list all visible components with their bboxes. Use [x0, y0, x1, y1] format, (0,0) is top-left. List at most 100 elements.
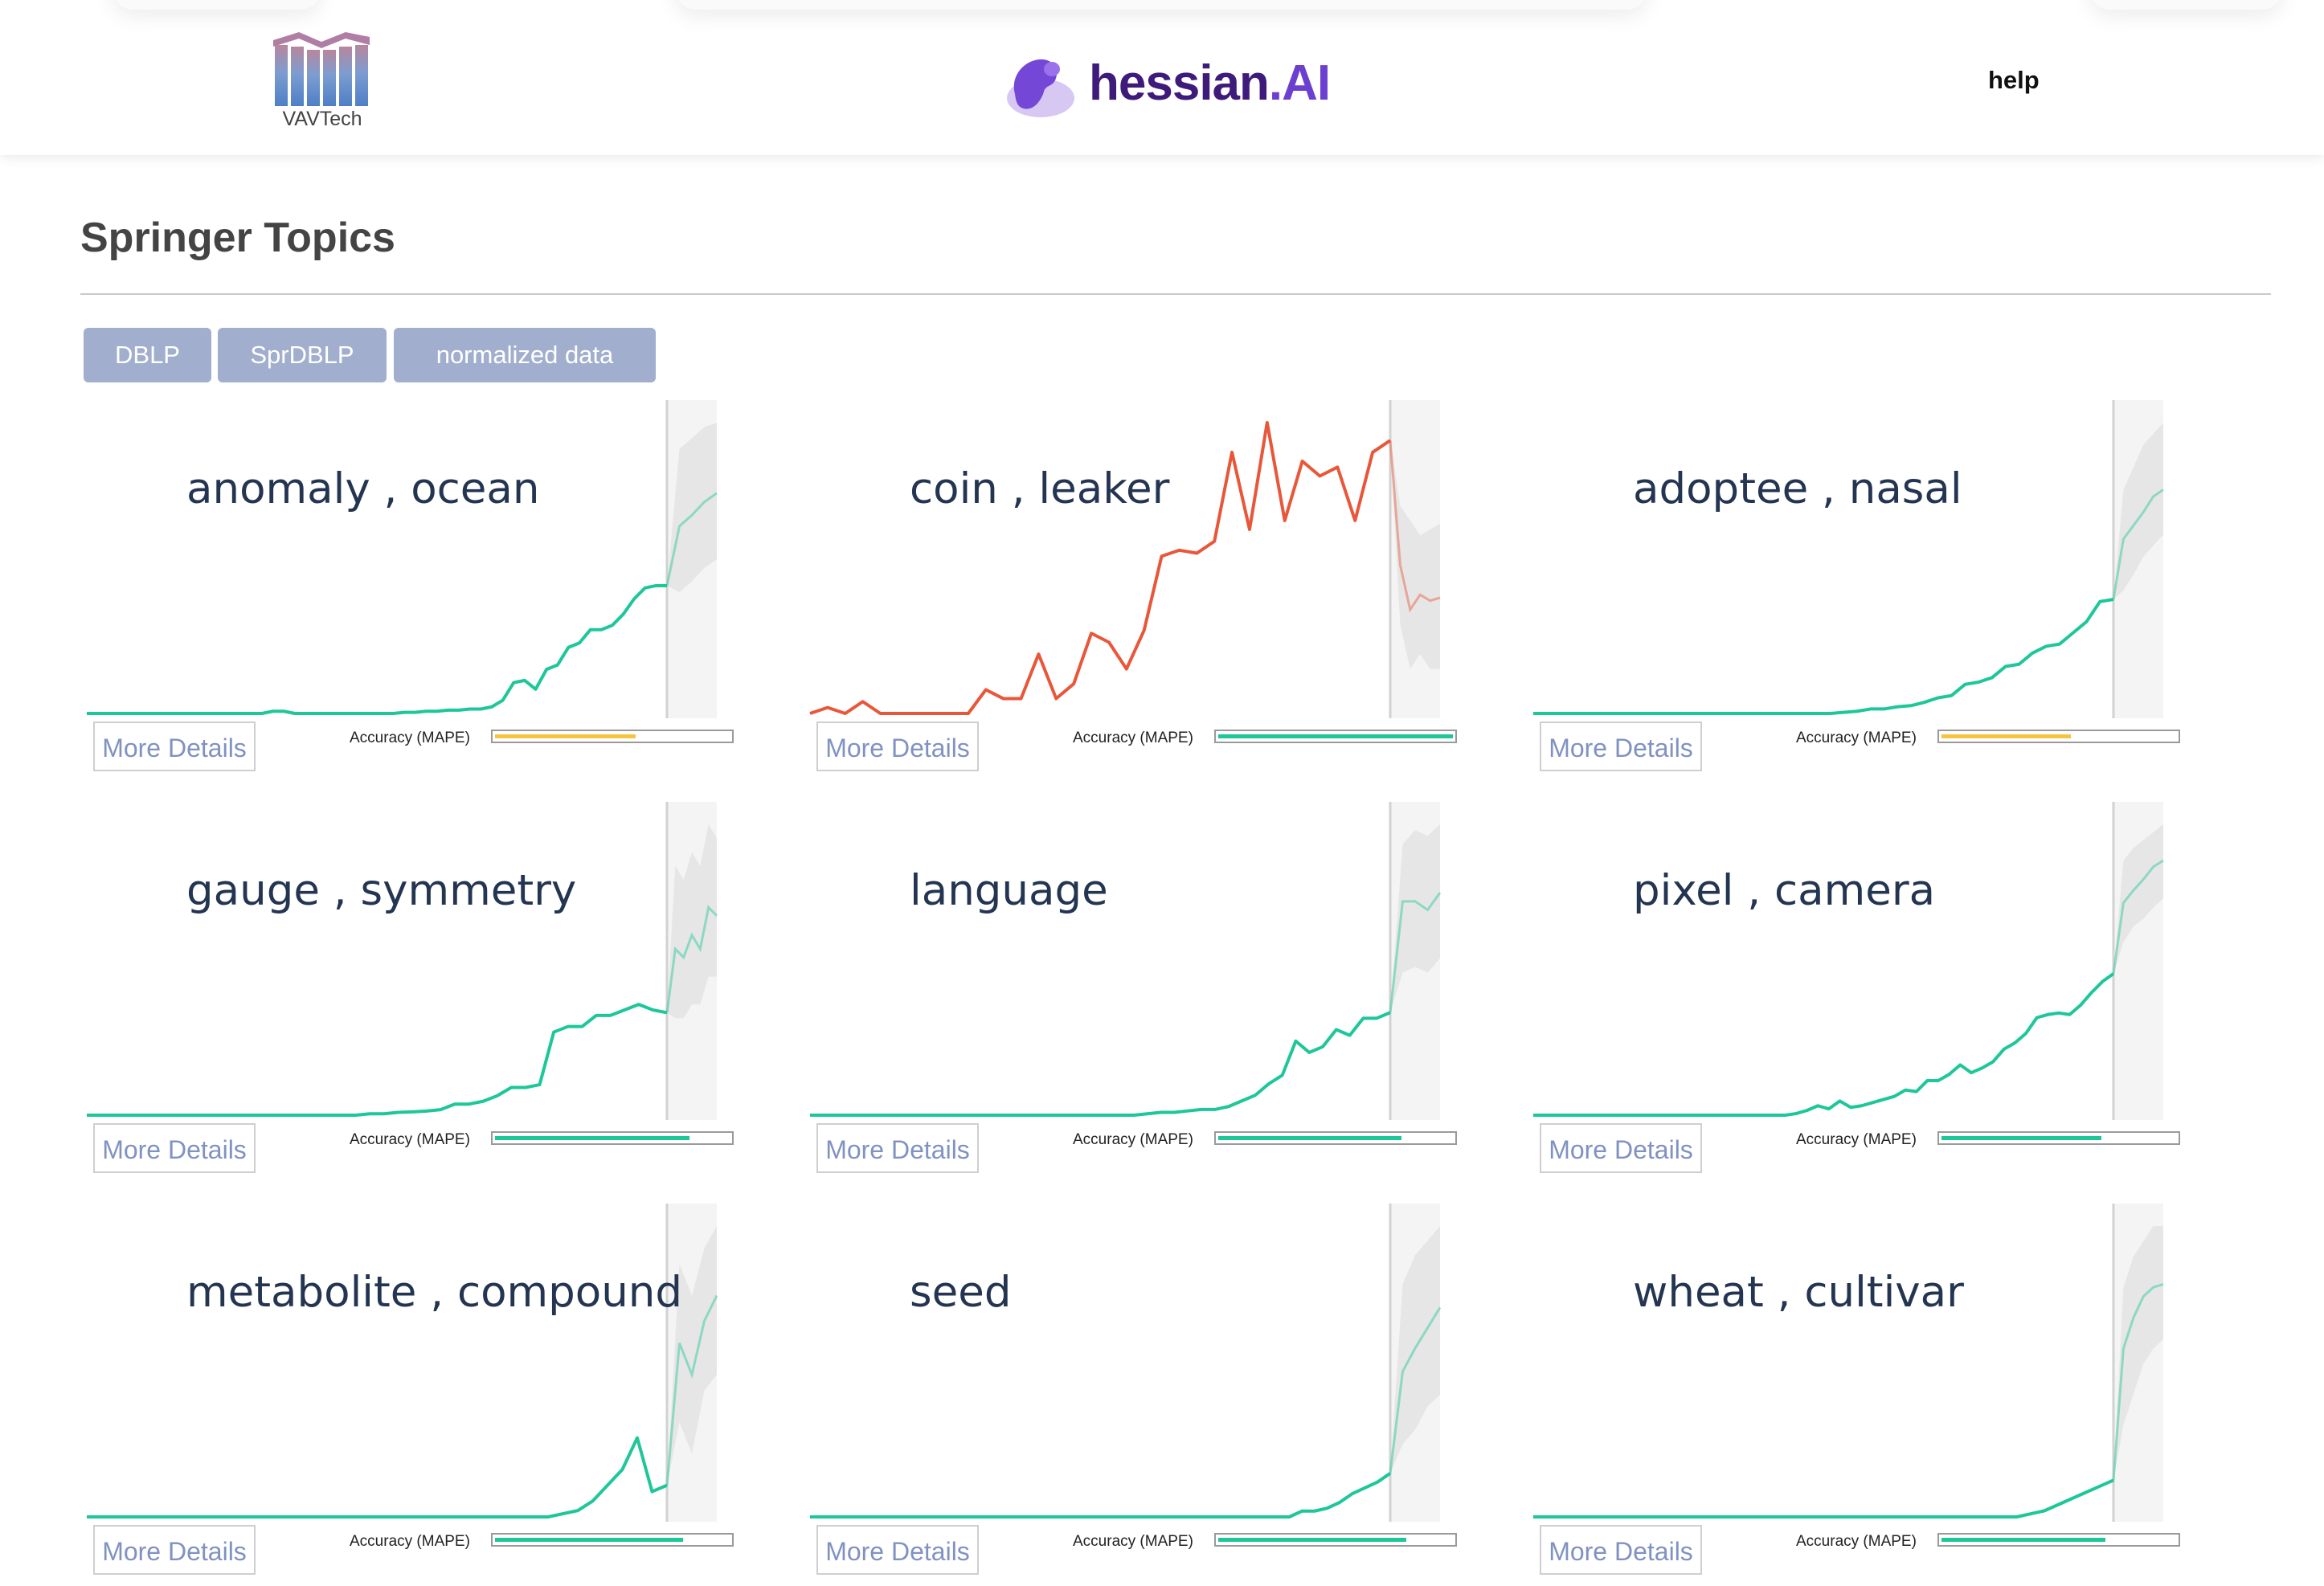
more-details-button[interactable]: More Details: [1540, 1123, 1702, 1173]
more-details-button[interactable]: More Details: [816, 721, 979, 771]
brand-name: hessian: [1089, 55, 1270, 111]
trend-chart: [87, 400, 718, 718]
vavtech-logo-text: VAVTech: [282, 108, 362, 130]
accuracy-bar-fill: [1941, 734, 2071, 738]
topic-title: language: [910, 866, 1108, 915]
confidence-band: [1390, 824, 1440, 1013]
topic-card: language More Details Accuracy (MAPE): [804, 802, 1463, 1184]
more-details-button[interactable]: More Details: [93, 1123, 256, 1173]
page-title: Springer Topics: [80, 215, 395, 261]
topic-card: metabolite , compound More Details Accur…: [80, 1204, 739, 1586]
history-series-line: [810, 1011, 1391, 1117]
history-series-line: [87, 1436, 668, 1519]
accuracy-label: Accuracy (MAPE): [1796, 730, 1917, 746]
accuracy-bar: [1214, 730, 1457, 743]
history-series-line: [1533, 1478, 2114, 1519]
accuracy-bar-fill: [1218, 1136, 1401, 1140]
trend-chart: [810, 802, 1442, 1120]
confidence-band: [2113, 1226, 2163, 1481]
accuracy-bar: [1937, 730, 2180, 743]
topic-card: adoptee , nasal More Details Accuracy (M…: [1527, 400, 2186, 783]
trend-chart: [87, 1204, 718, 1522]
more-details-button[interactable]: More Details: [1540, 721, 1702, 771]
forecast-series-line: [665, 905, 718, 1013]
confidence-band: [1390, 1226, 1440, 1474]
forecast-series-line: [2112, 1282, 2164, 1481]
topic-card: pixel , camera More Details Accuracy (MA…: [1527, 802, 2186, 1184]
accuracy-bar: [1214, 1533, 1457, 1547]
title-divider: [80, 293, 2271, 295]
hessian-ai-logo[interactable]: hessian.AI: [999, 50, 1336, 119]
more-details-button[interactable]: More Details: [816, 1525, 979, 1575]
topic-card: seed More Details Accuracy (MAPE): [804, 1204, 1463, 1586]
top-navbar: VAVTech hessian.AI help: [0, 0, 2324, 155]
more-details-button[interactable]: More Details: [1540, 1525, 1702, 1575]
hessian-blob-icon: [1007, 59, 1074, 117]
more-details-button[interactable]: More Details: [816, 1123, 979, 1173]
history-series-line: [87, 1003, 668, 1117]
brand-suffix: .AI: [1268, 55, 1331, 111]
forecast-series-line: [1389, 1306, 1442, 1474]
forecast-series-line: [2112, 488, 2164, 600]
vavtech-logo-mark: [273, 32, 370, 106]
history-series-line: [1533, 598, 2114, 715]
accuracy-bar: [1937, 1533, 2180, 1547]
history-series-line: [809, 421, 1392, 715]
confidence-band: [667, 423, 717, 593]
sprdblp-button[interactable]: SprDBLP: [218, 328, 387, 382]
accuracy-label: Accuracy (MAPE): [1073, 1533, 1193, 1550]
accuracy-bar: [1937, 1131, 2180, 1145]
accuracy-bar-fill: [1218, 734, 1453, 738]
topic-card: wheat , cultivar More Details Accuracy (…: [1527, 1204, 2186, 1586]
topic-title: adoptee , nasal: [1633, 464, 1962, 513]
forecast-series-line: [1389, 892, 1442, 1013]
accuracy-label: Accuracy (MAPE): [350, 730, 470, 746]
vavtech-logo[interactable]: VAVTech: [272, 29, 373, 130]
forecast-series-line: [2112, 859, 2164, 975]
topic-card: anomaly , ocean More Details Accuracy (M…: [80, 400, 739, 783]
help-link[interactable]: help: [1988, 66, 2040, 94]
accuracy-bar-fill: [1941, 1538, 2106, 1542]
trend-chart: [87, 802, 718, 1120]
topic-title: pixel , camera: [1633, 866, 1936, 915]
forecast-series-line: [665, 1294, 718, 1486]
accuracy-bar: [1214, 1131, 1457, 1145]
accuracy-bar-fill: [495, 1136, 690, 1140]
trend-chart: [1533, 802, 2164, 1120]
topic-title: gauge , symmetry: [186, 866, 577, 915]
accuracy-label: Accuracy (MAPE): [1073, 730, 1193, 746]
nav-shadow-decoration: [675, 0, 1647, 10]
dblp-button[interactable]: DBLP: [84, 328, 211, 382]
more-details-button[interactable]: More Details: [93, 1525, 256, 1575]
forecast-series-line: [1389, 440, 1441, 613]
history-series-line: [87, 583, 667, 715]
trend-chart: [809, 400, 1441, 718]
accuracy-label: Accuracy (MAPE): [350, 1131, 470, 1148]
topic-card: coin , leaker More Details Accuracy (MAP…: [804, 400, 1463, 783]
topic-title: seed: [910, 1268, 1012, 1317]
trend-chart: [1533, 400, 2164, 718]
topic-card: gauge , symmetry More Details Accuracy (…: [80, 802, 739, 1184]
accuracy-bar-fill: [495, 734, 636, 738]
accuracy-label: Accuracy (MAPE): [1796, 1131, 1917, 1148]
trend-chart: [1533, 1204, 2164, 1522]
accuracy-bar-fill: [1941, 1136, 2101, 1140]
accuracy-label: Accuracy (MAPE): [1073, 1131, 1193, 1148]
normalized-data-button[interactable]: normalized data: [394, 328, 656, 382]
more-details-button[interactable]: More Details: [93, 721, 256, 771]
nav-shadow-decoration: [2089, 0, 2282, 10]
trend-chart: [810, 1204, 1442, 1522]
confidence-band: [2113, 423, 2163, 599]
accuracy-bar-fill: [495, 1538, 683, 1542]
accuracy-bar: [491, 730, 734, 743]
history-series-line: [810, 1472, 1392, 1519]
accuracy-bar-fill: [1218, 1538, 1406, 1542]
history-series-line: [1533, 972, 2115, 1117]
confidence-band: [667, 824, 717, 1019]
accuracy-label: Accuracy (MAPE): [350, 1533, 470, 1550]
topic-title: wheat , cultivar: [1633, 1268, 1964, 1317]
confidence-band: [1390, 440, 1440, 669]
accuracy-label: Accuracy (MAPE): [1796, 1533, 1917, 1550]
hessian-ai-wordmark: hessian.AI: [1089, 55, 1331, 112]
topic-title: anomaly , ocean: [186, 464, 540, 513]
